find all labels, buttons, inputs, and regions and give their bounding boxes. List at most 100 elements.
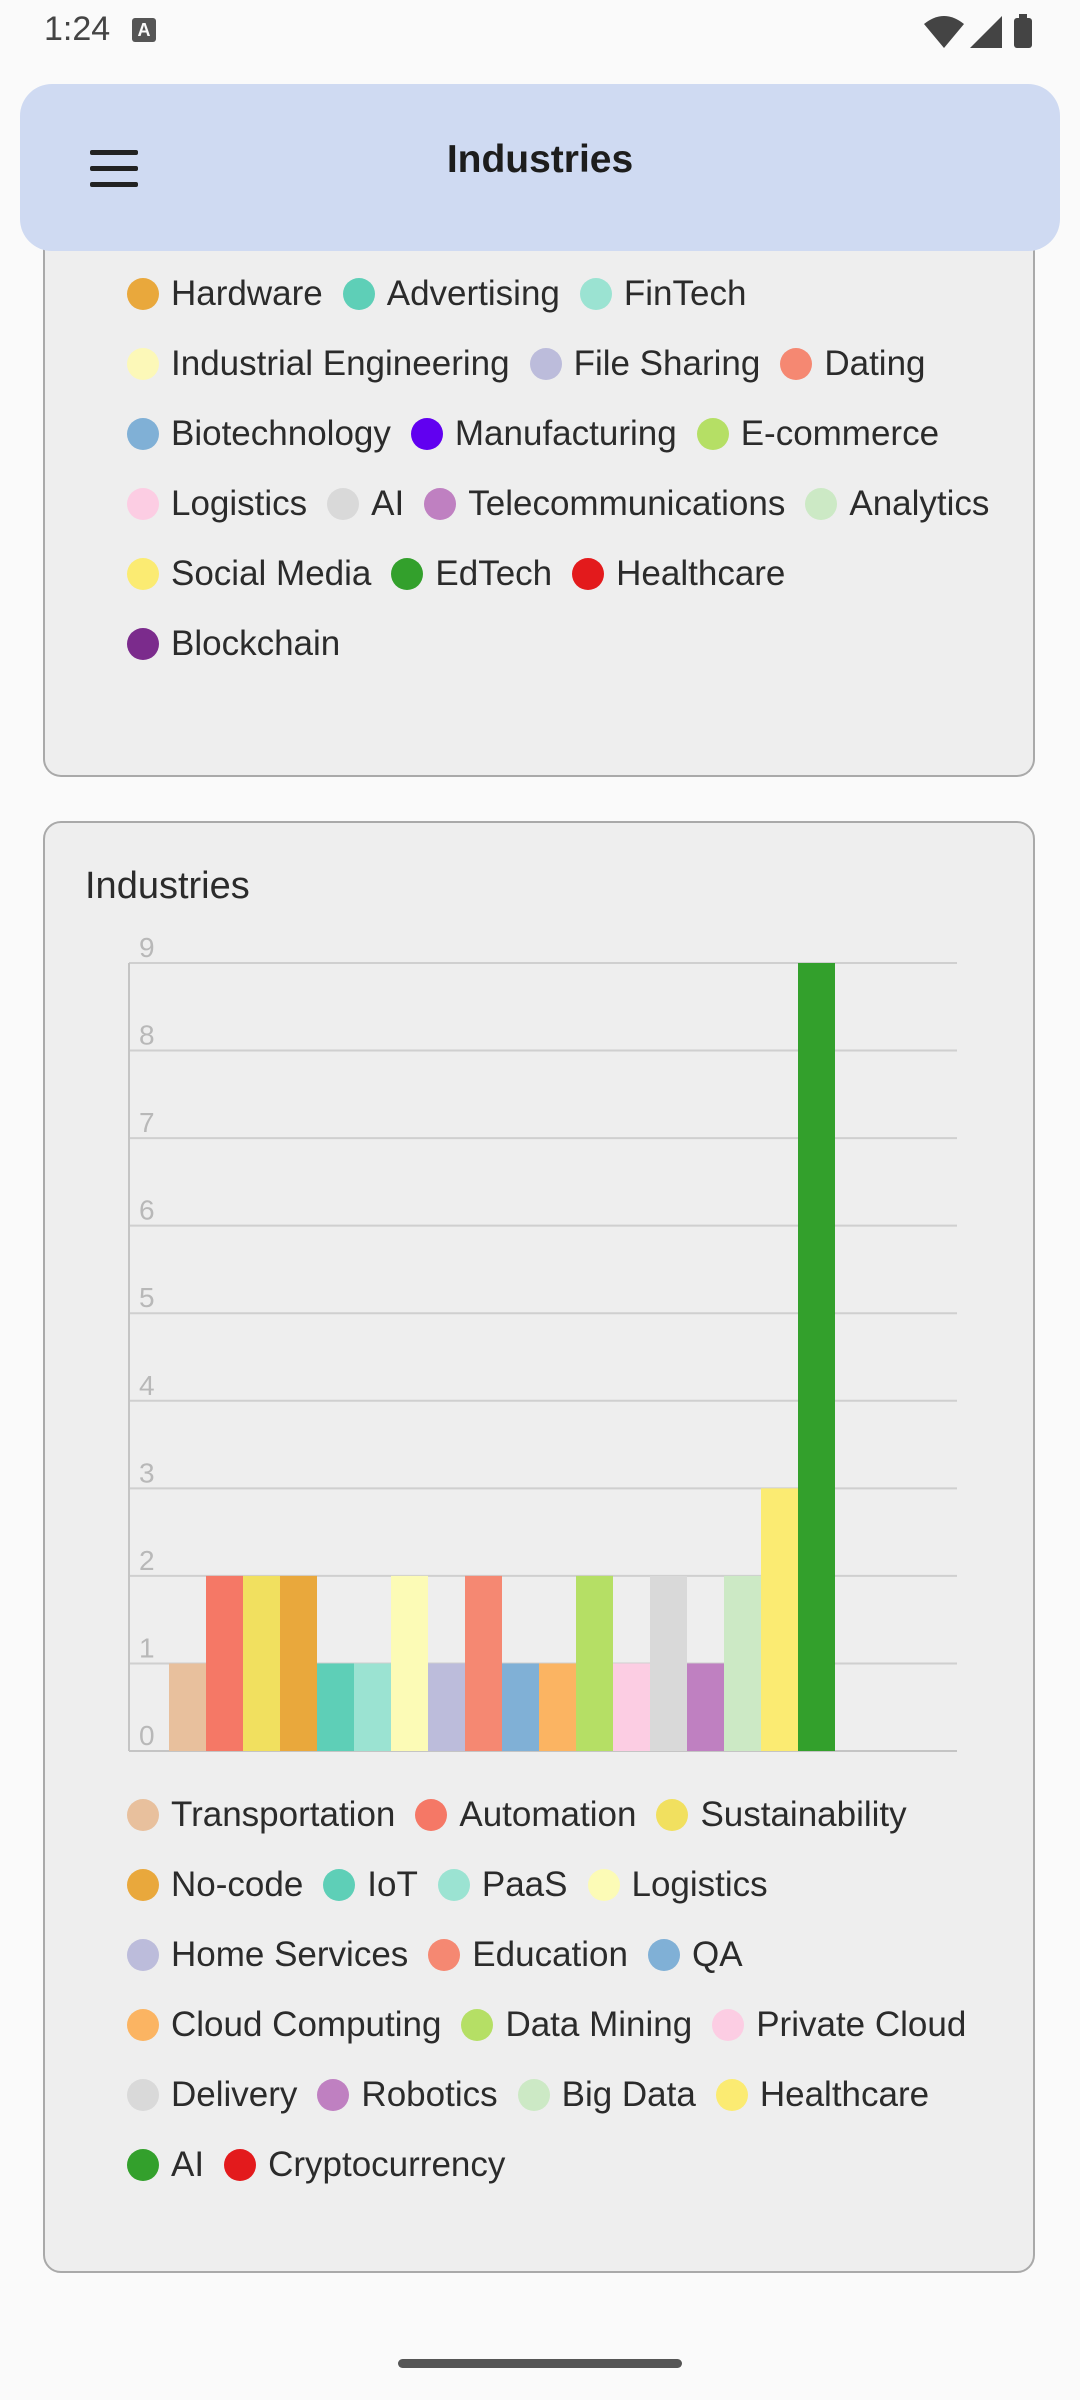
legend-color-dot: [391, 558, 424, 590]
top-legend-item: Manufacturing: [410, 414, 677, 453]
legend-color-dot: [327, 488, 360, 520]
chart-legend-item: PaaS: [437, 1865, 568, 1904]
bar-healthcare: [761, 1488, 798, 1751]
legend-label: Big Data: [561, 2075, 696, 2114]
top-legend-item: FinTech: [579, 274, 746, 313]
legend-label: Social Media: [171, 554, 372, 593]
top-legend-item: Dating: [780, 344, 926, 383]
bar-education: [465, 1575, 502, 1751]
signal-icon: [970, 16, 1002, 48]
legend-label: Manufacturing: [454, 414, 677, 453]
legend-label: Logistics: [171, 484, 308, 523]
status-time: 1:24: [44, 10, 111, 48]
bar-iot: [317, 1663, 354, 1751]
chart-legend-item: Automation: [415, 1795, 636, 1834]
chart-card: Industries 0 1 2 3 4 5 6 7 8 9 Transportation Auto…: [43, 821, 1035, 2273]
legend-color-dot: [587, 1869, 620, 1901]
bar-sustainability: [243, 1575, 280, 1751]
menu-button[interactable]: [68, 134, 148, 204]
legend-label: Analytics: [849, 484, 990, 523]
legend-label: Industrial Engineering: [171, 344, 510, 383]
chart-legend-item: Delivery: [127, 2075, 298, 2114]
legend-label: Dating: [824, 344, 926, 383]
top-legend-item: EdTech: [391, 554, 553, 593]
chart-legend-item: Logistics: [587, 1865, 768, 1904]
legend-label: File Sharing: [573, 344, 761, 383]
legend-label: QA: [691, 1935, 743, 1974]
menu-icon: [90, 150, 138, 155]
status-icons: [922, 12, 1042, 61]
top-legend-item: Hardware: [127, 274, 323, 313]
chart-legend-item: Robotics: [317, 2075, 498, 2114]
legend-color-dot: [805, 488, 838, 520]
chart-legend-item: Education: [428, 1935, 628, 1974]
status-bar: 1:24 A: [0, 0, 1080, 62]
chart-legend-item: No-code: [127, 1865, 304, 1904]
legend-color-dot: [127, 348, 159, 380]
legend-color-dot: [647, 1939, 680, 1971]
top-legend-item: E-commerce: [696, 414, 939, 453]
legend-label: AI: [171, 2145, 205, 2184]
home-indicator[interactable]: [398, 2359, 682, 2368]
y-tick-label: 6: [139, 1195, 155, 1226]
y-tick-label: 0: [139, 1720, 155, 1751]
chart-legend-item: QA: [647, 1935, 743, 1974]
legend-label: EdTech: [435, 554, 553, 593]
notification-a-icon: A: [132, 18, 156, 42]
legend-color-dot: [572, 558, 605, 590]
legend-color-dot: [127, 278, 159, 310]
legend-label: Hardware: [171, 274, 323, 313]
legend-color-dot: [579, 278, 612, 310]
y-tick-label: 3: [139, 1457, 155, 1488]
y-tick-label: 2: [139, 1545, 155, 1576]
legend-label: Sustainability: [700, 1795, 907, 1834]
bar-qa: [502, 1663, 539, 1751]
top-legend-item: Healthcare: [572, 554, 785, 593]
legend-label: Logistics: [631, 1865, 768, 1904]
bar-private-cloud: [613, 1663, 650, 1751]
bar-ai: [798, 963, 835, 1751]
legend-color-dot: [127, 2149, 159, 2181]
legend-color-dot: [127, 1869, 159, 1901]
y-tick-label: 9: [139, 932, 155, 963]
legend-label: Telecommunications: [468, 484, 786, 523]
legend-label: Data Mining: [505, 2005, 693, 2044]
legend-color-dot: [437, 1869, 470, 1901]
top-legend-item: Blockchain: [127, 624, 341, 663]
bar-automation: [206, 1575, 243, 1751]
top-legend-item: Social Media: [127, 554, 372, 593]
bar-transportation: [169, 1663, 206, 1751]
chart-legend-item: AI: [127, 2145, 205, 2184]
legend-color-dot: [715, 2079, 748, 2111]
legend-label: Advertising: [386, 274, 560, 313]
chart-legend-item: Cryptocurrency: [224, 2145, 505, 2184]
legend-label: Delivery: [171, 2075, 298, 2114]
legend-label: Home Services: [171, 1935, 409, 1974]
legend-color-dot: [127, 558, 159, 590]
legend-label: Education: [472, 1935, 628, 1974]
chart-legend-item: Cloud Computing: [127, 2005, 442, 2044]
top-legend-item: Biotechnology: [127, 414, 391, 453]
legend-label: Private Cloud: [756, 2005, 967, 2044]
top-legend-item: Analytics: [805, 484, 990, 523]
legend-label: IoT: [367, 1865, 418, 1904]
chart-title: Industries: [85, 865, 250, 907]
chart-legend-item: Private Cloud: [712, 2005, 967, 2044]
legend-label: No-code: [171, 1865, 304, 1904]
bar-big-data: [724, 1575, 761, 1751]
bar-chart: 0 1 2 3 4 5 6 7 8 9: [128, 932, 957, 1752]
top-legend-card: Hardware Advertising FinTech Industrial Eng…: [43, 180, 1035, 777]
legend-color-dot: [127, 488, 159, 520]
legend-label: Cloud Computing: [171, 2005, 442, 2044]
app-title: Industries: [446, 138, 634, 181]
legend-label: AI: [371, 484, 405, 523]
top-legend-item: Industrial Engineering: [127, 344, 510, 383]
legend-color-dot: [461, 2009, 494, 2041]
legend-label: Transportation: [171, 1795, 396, 1834]
legend-color-dot: [428, 1939, 461, 1971]
legend-color-dot: [424, 488, 457, 520]
chart-legend-item: IoT: [323, 1865, 418, 1904]
legend-label: Blockchain: [171, 624, 341, 663]
top-legend-item: Logistics: [127, 484, 308, 523]
legend-color-dot: [317, 2079, 350, 2111]
